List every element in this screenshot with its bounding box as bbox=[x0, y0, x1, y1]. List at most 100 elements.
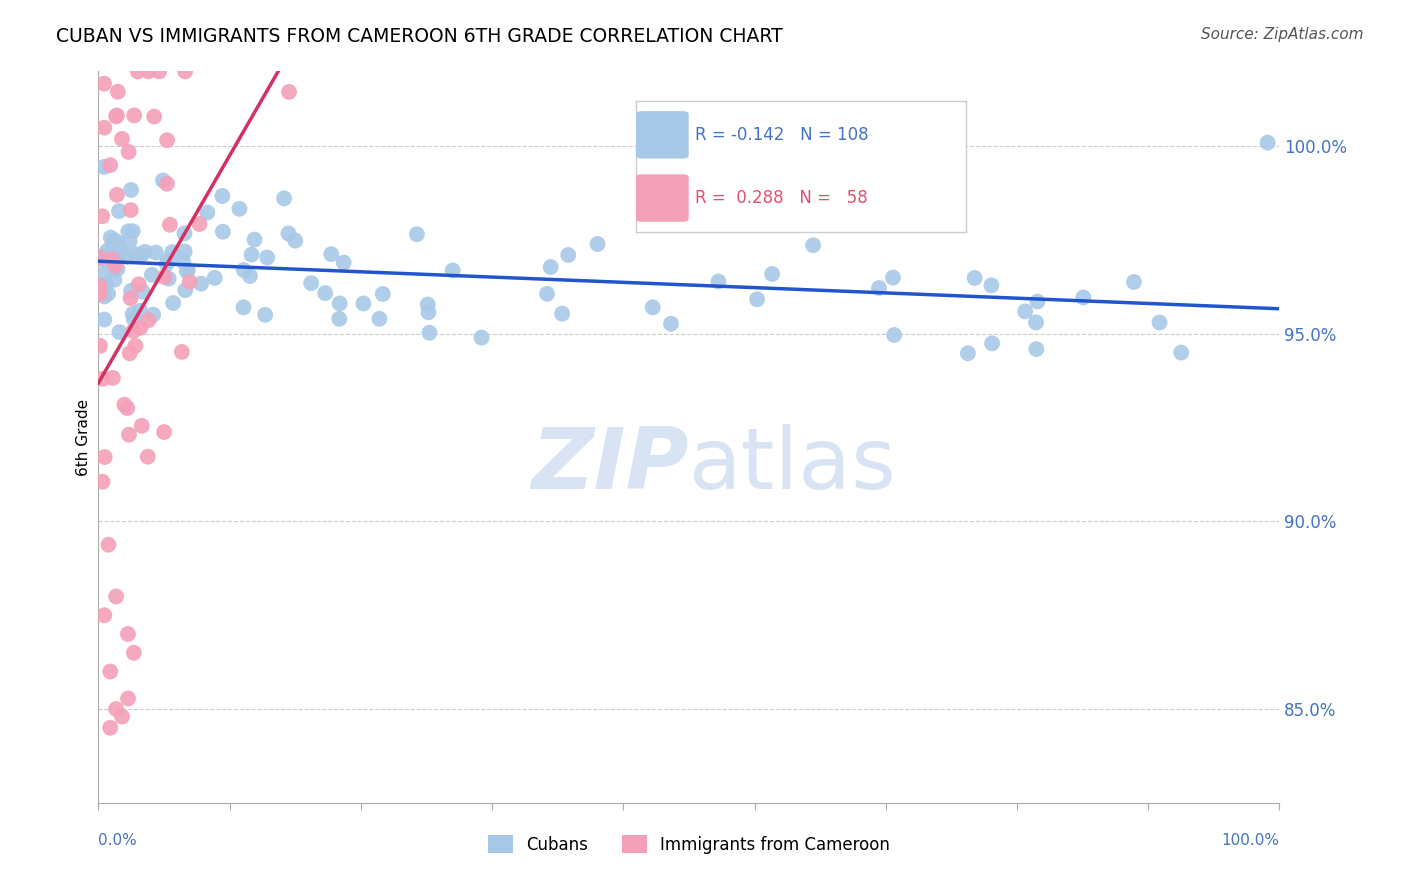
Point bbox=[93, 120, 115, 135]
Point bbox=[141, 268, 163, 282]
Point bbox=[136, 450, 159, 464]
Point bbox=[120, 291, 142, 305]
Point bbox=[256, 251, 278, 265]
Point bbox=[278, 85, 301, 99]
Text: ZIP: ZIP bbox=[531, 424, 689, 507]
Point bbox=[101, 252, 124, 267]
Point bbox=[90, 251, 112, 265]
Point bbox=[129, 321, 152, 335]
Point bbox=[107, 85, 129, 99]
Point bbox=[314, 286, 336, 301]
Point bbox=[108, 204, 131, 219]
Point bbox=[129, 303, 152, 318]
Point bbox=[122, 312, 145, 326]
Point bbox=[111, 709, 134, 723]
Point bbox=[104, 259, 127, 273]
Point bbox=[105, 242, 128, 256]
Text: CUBAN VS IMMIGRANTS FROM CAMEROON 6TH GRADE CORRELATION CHART: CUBAN VS IMMIGRANTS FROM CAMEROON 6TH GR… bbox=[56, 27, 783, 45]
Point bbox=[118, 427, 141, 442]
Point bbox=[188, 217, 211, 231]
Point bbox=[111, 132, 134, 146]
Point bbox=[115, 401, 138, 415]
Point bbox=[122, 646, 145, 660]
Text: 0.0%: 0.0% bbox=[98, 833, 138, 847]
Point bbox=[321, 247, 343, 261]
Point bbox=[91, 209, 114, 223]
Point bbox=[730, 186, 752, 201]
Point bbox=[963, 271, 986, 285]
Point bbox=[128, 277, 150, 292]
Point bbox=[153, 425, 176, 439]
Point bbox=[138, 64, 160, 78]
Point bbox=[586, 237, 609, 252]
Point bbox=[143, 110, 166, 124]
Point bbox=[179, 275, 201, 289]
Point bbox=[93, 312, 115, 326]
Point bbox=[418, 326, 440, 340]
Point bbox=[93, 77, 115, 91]
Point bbox=[156, 253, 179, 268]
Y-axis label: 6th Grade: 6th Grade bbox=[76, 399, 91, 475]
Point bbox=[120, 203, 142, 218]
Point bbox=[94, 253, 117, 268]
Point bbox=[120, 284, 142, 298]
Point bbox=[93, 267, 115, 281]
Point bbox=[277, 227, 299, 241]
Point bbox=[91, 372, 114, 386]
Point bbox=[540, 260, 562, 274]
Point bbox=[148, 64, 170, 78]
Point bbox=[93, 249, 115, 263]
Point bbox=[117, 691, 139, 706]
Point bbox=[122, 108, 145, 122]
Point bbox=[107, 261, 129, 276]
Point bbox=[117, 145, 139, 159]
Point bbox=[103, 273, 125, 287]
Point bbox=[204, 270, 226, 285]
Point bbox=[284, 234, 307, 248]
Point bbox=[134, 244, 156, 259]
Point bbox=[1170, 345, 1192, 359]
Point bbox=[232, 263, 254, 277]
Point bbox=[115, 250, 138, 264]
Point bbox=[174, 283, 197, 297]
Point bbox=[98, 158, 121, 172]
Point bbox=[981, 336, 1004, 351]
Point bbox=[273, 191, 295, 205]
Point bbox=[157, 271, 180, 285]
Point bbox=[101, 237, 124, 252]
Point bbox=[120, 183, 142, 197]
Point bbox=[368, 311, 391, 326]
Point bbox=[138, 313, 160, 327]
Point bbox=[96, 244, 118, 258]
Point bbox=[121, 307, 143, 321]
Point bbox=[127, 64, 149, 78]
Point bbox=[118, 346, 141, 360]
Point bbox=[761, 267, 783, 281]
Point bbox=[162, 296, 184, 310]
Point bbox=[162, 245, 184, 260]
Point bbox=[1025, 342, 1047, 356]
Point bbox=[868, 281, 890, 295]
Point bbox=[406, 227, 429, 242]
Point bbox=[89, 339, 111, 353]
Point bbox=[170, 344, 193, 359]
Point bbox=[177, 263, 200, 277]
Point bbox=[470, 331, 492, 345]
Point bbox=[117, 627, 139, 641]
Point bbox=[1025, 315, 1047, 329]
Point bbox=[89, 279, 111, 293]
Point bbox=[105, 252, 128, 267]
Point bbox=[173, 227, 195, 241]
Point bbox=[371, 287, 394, 301]
Point bbox=[100, 230, 122, 244]
Point bbox=[1071, 290, 1094, 304]
Point bbox=[156, 177, 179, 191]
Point bbox=[98, 721, 121, 735]
Point bbox=[328, 311, 350, 326]
Point bbox=[172, 254, 194, 268]
Text: atlas: atlas bbox=[689, 424, 897, 507]
Point bbox=[416, 297, 439, 311]
Point bbox=[536, 286, 558, 301]
Text: 100.0%: 100.0% bbox=[1222, 833, 1279, 847]
Point bbox=[122, 324, 145, 338]
